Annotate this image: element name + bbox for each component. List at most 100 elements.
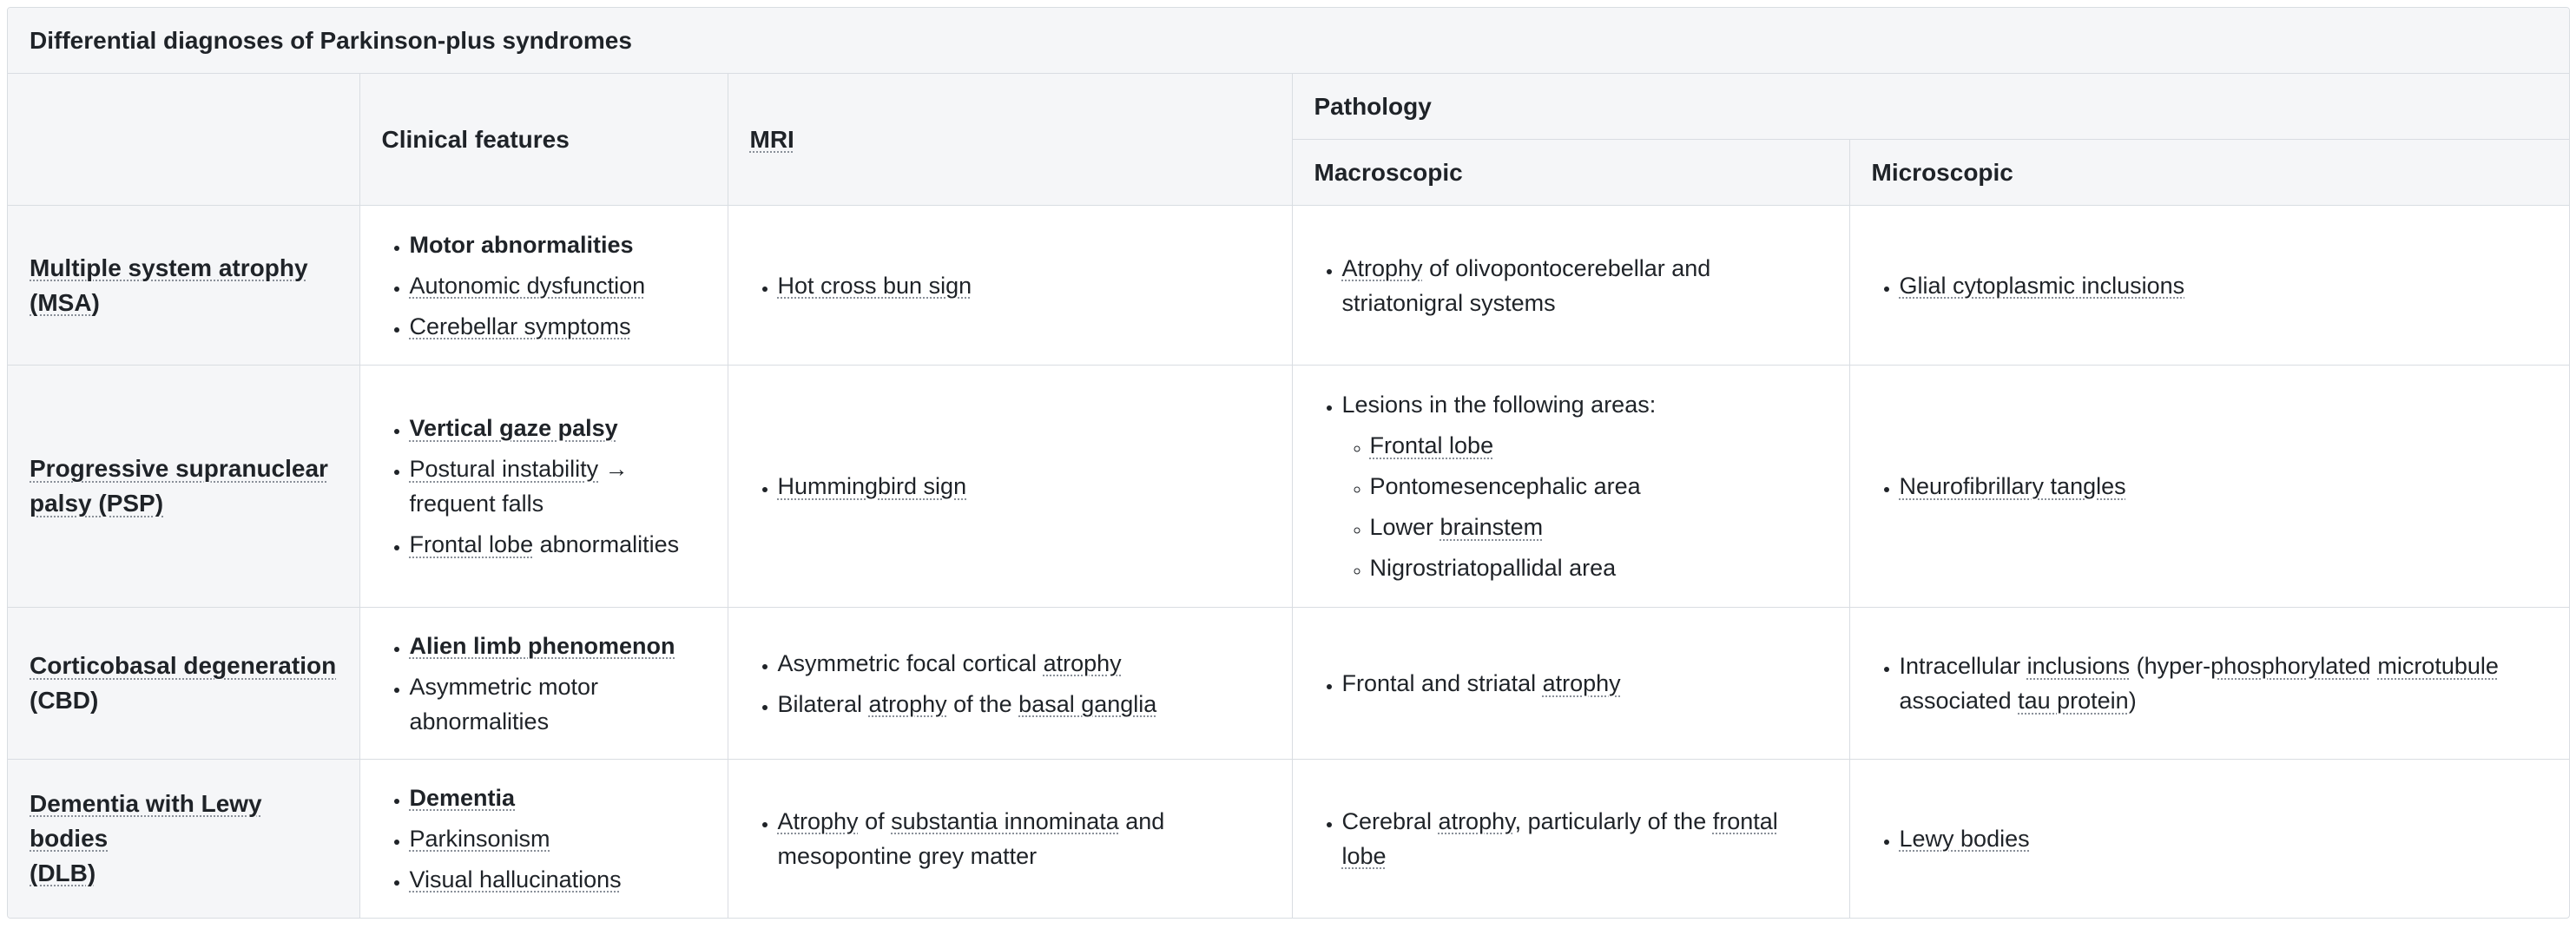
list-item: Intracellular inclusions (hyper-phosphor…: [1900, 649, 2548, 718]
motor-abnormalities-text: Motor abnormalities: [409, 231, 634, 258]
row-header-psp[interactable]: Progressive supranuclear palsy (PSP): [8, 365, 360, 608]
header-microscopic: Microscopic: [1849, 139, 2569, 206]
particularly-text: , particularly of the: [1514, 807, 1713, 834]
lower-text: Lower: [1369, 514, 1440, 540]
pontomesencephalic-text: Pontomesencephalic area: [1369, 473, 1641, 499]
list-item: Lesions in the following areas: Frontal …: [1342, 387, 1828, 585]
associated-text: associated: [1899, 688, 2019, 714]
brainstem-link[interactable]: brainstem: [1440, 514, 1544, 540]
hummingbird-sign-link[interactable]: Hummingbird sign: [777, 473, 967, 499]
postural-instability-link[interactable]: Postural instability: [409, 456, 599, 482]
list-item[interactable]: Autonomic dysfunction: [410, 268, 706, 303]
intracellular-text: Intracellular: [1899, 653, 2027, 679]
differential-diagnosis-table: Differential diagnoses of Parkinson-plus…: [7, 7, 2570, 919]
basal-ganglia-link[interactable]: basal ganglia: [1018, 690, 1157, 717]
list-item[interactable]: Neurofibrillary tangles: [1900, 469, 2548, 504]
list-item[interactable]: Visual hallucinations: [410, 862, 706, 897]
diagnosis-table: Clinical features MRI Pathology Macrosco…: [8, 74, 2569, 918]
atrophy-link[interactable]: Atrophy: [1341, 254, 1423, 281]
row-header-msa[interactable]: Multiple system atrophy (MSA): [8, 205, 360, 366]
frontal-lobe-link[interactable]: Frontal lobe: [409, 531, 534, 557]
row-header-dlb[interactable]: Dementia with Lewy bodies (DLB): [8, 759, 360, 918]
list-item: Motor abnormalities: [410, 227, 706, 262]
dlb-mri-cell: Atrophy of substantia innominata and mes…: [728, 759, 1293, 918]
dlb-link[interactable]: Dementia with Lewy bodies: [30, 789, 262, 852]
glial-inclusions-link[interactable]: Glial cytoplasmic inclusions: [1899, 272, 2185, 299]
cbd-micro-cell: Intracellular inclusions (hyper-phosphor…: [1849, 607, 2569, 760]
dlb-clinical-cell: Dementia Parkinsonism Visual hallucinati…: [359, 759, 728, 918]
mri-link[interactable]: MRI: [749, 125, 794, 153]
list-item[interactable]: Dementia: [410, 781, 706, 815]
msa-link[interactable]: Multiple system atrophy: [30, 254, 308, 281]
list-item: Frontal and striatal atrophy: [1342, 666, 1828, 701]
row-header-cbd[interactable]: Corticobasal degeneration (CBD): [8, 607, 360, 760]
frontal-striatal-text: Frontal and striatal: [1341, 670, 1543, 696]
list-item: Frontal lobe abnormalities: [410, 527, 706, 562]
inclusions-link[interactable]: inclusions: [2026, 653, 2131, 679]
list-item[interactable]: Glial cytoplasmic inclusions: [1900, 268, 2548, 303]
list-item: Lower brainstem: [1370, 510, 1828, 544]
bilateral-text: Bilateral: [777, 690, 869, 717]
substantia-innominata-link[interactable]: substantia innominata: [891, 807, 1119, 834]
hot-cross-bun-link[interactable]: Hot cross bun sign: [777, 272, 972, 299]
hyper-text: (hyper-: [2130, 653, 2211, 679]
list-item[interactable]: Hot cross bun sign: [778, 268, 1270, 303]
table-row-psp: Progressive supranuclear palsy (PSP) Ver…: [8, 365, 2569, 608]
microtubule-link[interactable]: microtubule: [2377, 653, 2499, 679]
header-mri[interactable]: MRI: [728, 74, 1293, 206]
atrophy-link[interactable]: atrophy: [1043, 649, 1122, 676]
list-item[interactable]: Alien limb phenomenon: [410, 629, 706, 663]
dlb-abbr-link[interactable]: (DLB): [30, 859, 96, 886]
atrophy-link[interactable]: atrophy: [1542, 670, 1621, 696]
list-item[interactable]: Vertical gaze palsy: [410, 411, 706, 445]
vertical-gaze-palsy-link[interactable]: Vertical gaze palsy: [409, 415, 618, 441]
frontal-lobe-link[interactable]: Frontal lobe: [1369, 432, 1494, 458]
phosphorylated-link[interactable]: phosphorylated: [2210, 653, 2371, 679]
list-item: Bilateral atrophy of the basal ganglia: [778, 687, 1270, 721]
msa-micro-cell: Glial cytoplasmic inclusions: [1849, 205, 2569, 366]
visual-hallucinations-link[interactable]: Visual hallucinations: [409, 866, 622, 893]
table-row-cbd: Corticobasal degeneration (CBD) Alien li…: [8, 607, 2569, 760]
dlb-micro-cell: Lewy bodies: [1849, 760, 2569, 918]
cbd-clinical-cell: Alien limb phenomenon Asymmetric motor a…: [359, 607, 728, 760]
cbd-link[interactable]: Corticobasal degeneration: [30, 652, 337, 679]
atrophy-link[interactable]: atrophy: [868, 690, 947, 717]
list-item: Pontomesencephalic area: [1370, 469, 1828, 504]
list-item[interactable]: Frontal lobe: [1370, 428, 1828, 463]
psp-abbr-link[interactable]: palsy (PSP): [30, 490, 164, 517]
list-item[interactable]: Lewy bodies: [1900, 821, 2548, 856]
list-item: Atrophy of olivopontocerebellar and stri…: [1342, 251, 1828, 320]
msa-clinical-cell: Motor abnormalities Autonomic dysfunctio…: [359, 205, 728, 366]
frontal-lobe-link[interactable]: frontal lobe: [1341, 807, 1778, 869]
psp-mri-cell: Hummingbird sign: [728, 365, 1293, 608]
cbd-abbr: (CBD): [30, 687, 99, 714]
table-caption: Differential diagnoses of Parkinson-plus…: [8, 8, 2569, 74]
autonomic-dysfunction-link[interactable]: Autonomic dysfunction: [409, 272, 646, 299]
nigrostriatopallidal-text: Nigrostriatopallidal area: [1369, 555, 1617, 581]
table-row-msa: Multiple system atrophy (MSA) Motor abno…: [8, 205, 2569, 366]
header-clinical-features: Clinical features: [359, 74, 728, 206]
atrophy-link[interactable]: atrophy: [1438, 807, 1515, 834]
list-item[interactable]: Parkinsonism: [410, 821, 706, 856]
list-item: Atrophy of substantia innominata and mes…: [778, 804, 1270, 873]
list-item[interactable]: Hummingbird sign: [778, 469, 1270, 504]
abnormalities-text: abnormalities: [533, 531, 680, 557]
list-item[interactable]: Cerebellar symptoms: [410, 309, 706, 344]
alien-limb-link[interactable]: Alien limb phenomenon: [409, 632, 675, 659]
parkinsonism-link[interactable]: Parkinsonism: [409, 825, 550, 852]
cerebellar-symptoms-link[interactable]: Cerebellar symptoms: [409, 313, 631, 339]
psp-micro-cell: Neurofibrillary tangles: [1849, 365, 2569, 608]
dementia-link[interactable]: Dementia: [409, 784, 516, 811]
list-item: Postural instability → frequent falls: [410, 451, 706, 521]
lewy-bodies-link[interactable]: Lewy bodies: [1899, 825, 2030, 852]
tau-protein-link[interactable]: tau protein: [2018, 688, 2129, 714]
psp-macro-cell: Lesions in the following areas: Frontal …: [1292, 365, 1850, 608]
falls-text: → frequent falls: [409, 456, 629, 517]
neurofibrillary-tangles-link[interactable]: Neurofibrillary tangles: [1899, 473, 2126, 499]
dlb-macro-cell: Cerebral atrophy, particularly of the fr…: [1292, 759, 1850, 918]
psp-link[interactable]: Progressive supranuclear: [30, 455, 328, 482]
psp-clinical-cell: Vertical gaze palsy Postural instability…: [359, 365, 728, 608]
atrophy-link[interactable]: Atrophy: [777, 807, 859, 834]
list-item: Asymmetric motor abnormalities: [410, 669, 706, 739]
msa-abbr-link[interactable]: (MSA): [30, 288, 100, 316]
